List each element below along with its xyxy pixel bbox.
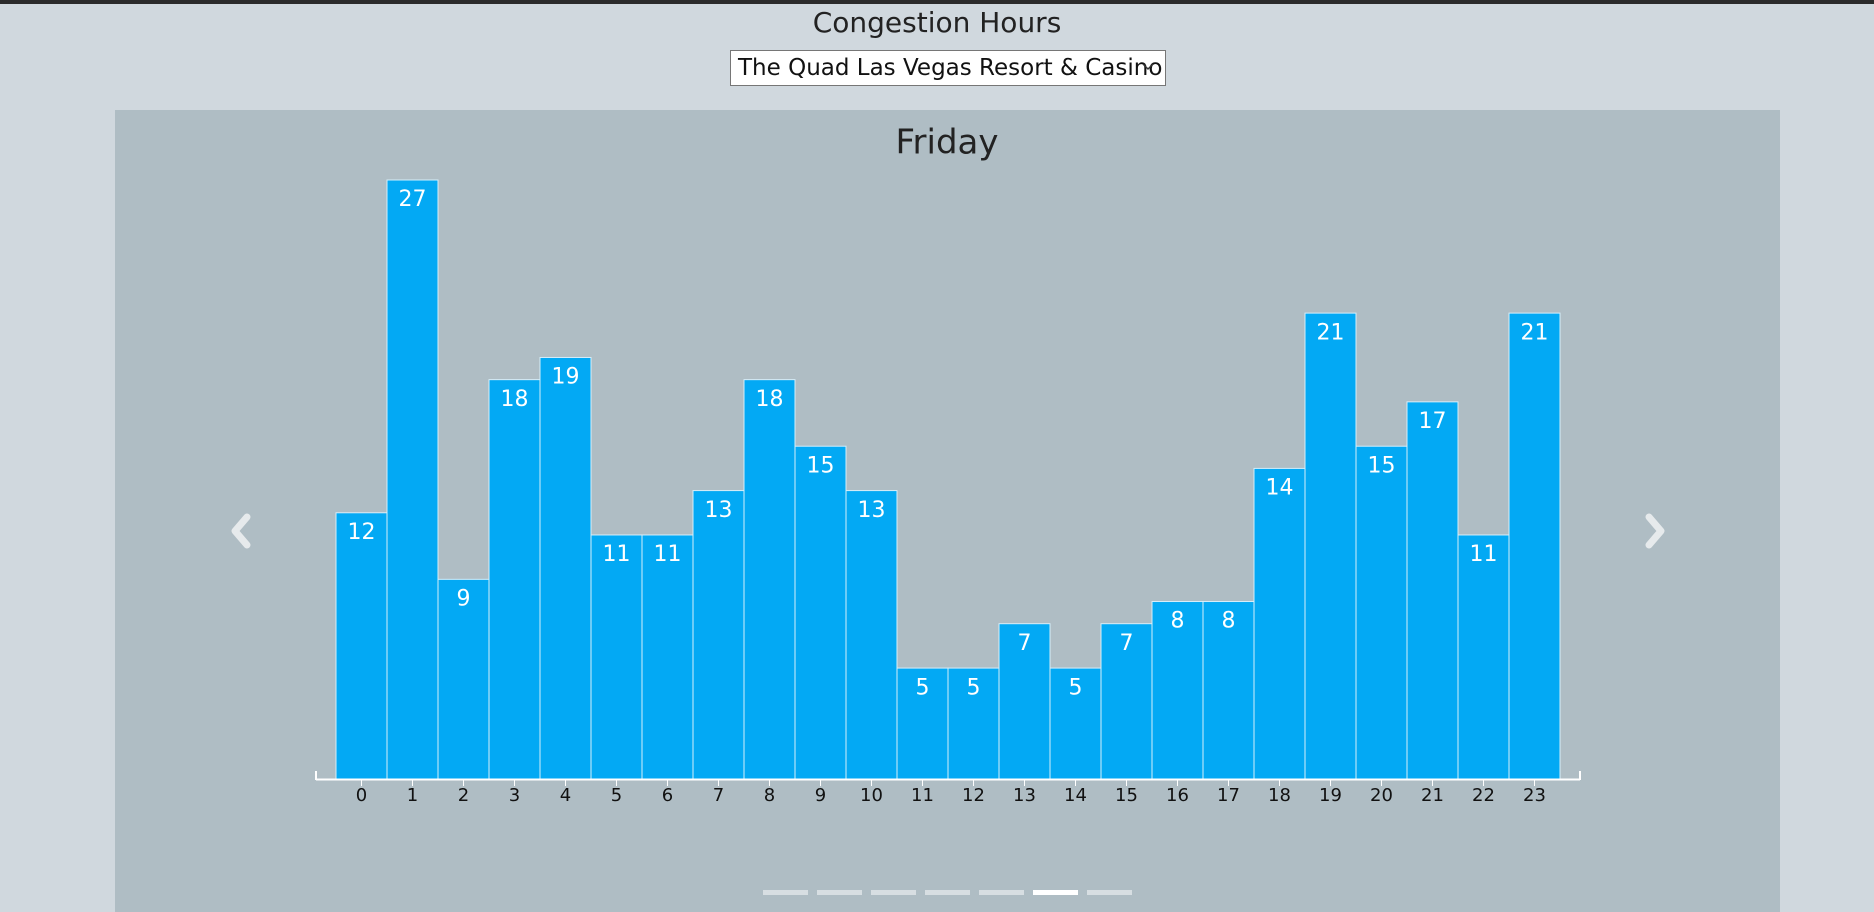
bar-hour-0 (335, 512, 388, 780)
bar-value-label: 5 (1069, 675, 1083, 700)
x-tick-label: 0 (356, 785, 367, 806)
bar-value-label: 14 (1266, 476, 1294, 501)
x-tick-label: 13 (1013, 785, 1036, 806)
bar-hour-4 (539, 356, 592, 780)
x-tick-label: 23 (1523, 785, 1546, 806)
carousel-indicator-0[interactable] (763, 890, 808, 895)
carousel-indicators (115, 890, 1780, 900)
bar-value-label: 9 (457, 587, 471, 612)
bar-value-label: 15 (1368, 453, 1396, 478)
bar-value-label: 13 (705, 498, 733, 523)
bar-hour-18 (1253, 467, 1306, 780)
x-tick-label: 9 (815, 785, 826, 806)
bar-value-label: 8 (1171, 609, 1185, 634)
bar-value-label: 18 (501, 387, 529, 412)
bar-value-label: 11 (603, 542, 631, 567)
x-tick-label: 21 (1421, 785, 1444, 806)
x-tick-label: 8 (764, 785, 775, 806)
x-tick-label: 18 (1268, 785, 1291, 806)
x-tick-label: 6 (662, 785, 673, 806)
bar-value-label: 17 (1419, 409, 1447, 434)
bar-value-label: 27 (399, 187, 427, 212)
x-tick-label: 12 (962, 785, 985, 806)
bar-hour-20 (1355, 445, 1408, 780)
x-tick-label: 4 (560, 785, 571, 806)
bar-hour-23 (1508, 312, 1561, 780)
x-tick-label: 16 (1166, 785, 1189, 806)
bar-value-label: 11 (654, 542, 682, 567)
bar-hour-2 (437, 578, 490, 780)
bar-value-label: 5 (916, 675, 930, 700)
bar-value-label: 12 (348, 520, 376, 545)
bar-hour-12 (947, 667, 1000, 780)
x-tick-label: 2 (458, 785, 469, 806)
bar-hour-22 (1457, 534, 1510, 780)
x-tick-label: 17 (1217, 785, 1240, 806)
bar-value-label: 8 (1222, 609, 1236, 634)
x-tick-label: 11 (911, 785, 934, 806)
chart-title: Friday (895, 123, 998, 163)
x-tick-label: 20 (1370, 785, 1393, 806)
page-title: Congestion Hours (812, 6, 1062, 39)
bar-hour-9 (794, 445, 847, 780)
window-top-border (0, 0, 1874, 4)
bar-value-label: 21 (1317, 320, 1345, 345)
bar-hour-19 (1304, 312, 1357, 780)
x-tick-label: 14 (1064, 785, 1087, 806)
carousel-indicator-3[interactable] (925, 890, 970, 895)
x-tick-label: 5 (611, 785, 622, 806)
bar-hour-13 (998, 623, 1051, 780)
bar-hour-3 (488, 379, 541, 780)
x-tick-label: 3 (509, 785, 520, 806)
bar-hour-8 (743, 379, 796, 780)
carousel-indicator-2[interactable] (871, 890, 916, 895)
carousel-indicator-6[interactable] (1087, 890, 1132, 895)
bar-value-label: 18 (756, 387, 784, 412)
carousel-indicator-4[interactable] (979, 890, 1024, 895)
carousel-indicator-1[interactable] (817, 890, 862, 895)
bar-hour-15 (1100, 623, 1153, 780)
x-tick-label: 10 (860, 785, 883, 806)
x-tick-label: 19 (1319, 785, 1342, 806)
bar-value-label: 19 (552, 365, 580, 390)
x-tick-label: 1 (407, 785, 418, 806)
venue-select-value: The Quad Las Vegas Resort & Casino (738, 55, 1163, 81)
bar-hour-6 (641, 534, 694, 780)
bar-hour-1 (386, 179, 439, 780)
bar-value-label: 21 (1521, 320, 1549, 345)
bar-hour-7 (692, 490, 745, 780)
chevron-right-icon[interactable] (1635, 505, 1675, 557)
bar-value-label: 11 (1470, 542, 1498, 567)
bar-hour-17 (1202, 601, 1255, 780)
bar-hour-5 (590, 534, 643, 780)
bar-value-label: 5 (967, 675, 981, 700)
chevron-left-icon[interactable] (221, 505, 261, 557)
bar-hour-10 (845, 490, 898, 780)
x-tick-label: 7 (713, 785, 724, 806)
bar-value-label: 13 (858, 498, 886, 523)
chevron-down-icon (1142, 63, 1154, 70)
x-tick-label: 15 (1115, 785, 1138, 806)
carousel-indicator-5[interactable] (1033, 890, 1078, 895)
bar-value-label: 15 (807, 453, 835, 478)
x-tick-label: 22 (1472, 785, 1495, 806)
bar-hour-11 (896, 667, 949, 780)
chart-carousel: Friday 12 27 9 18 19 11 11 13 18 15 13 5 5 7 5 7 8 8 14 21 1… (115, 110, 1780, 912)
venue-select[interactable]: The Quad Las Vegas Resort & Casino (730, 50, 1166, 86)
bar-value-label: 7 (1018, 631, 1032, 656)
bar-value-label: 7 (1120, 631, 1134, 656)
bar-hour-21 (1406, 401, 1459, 780)
